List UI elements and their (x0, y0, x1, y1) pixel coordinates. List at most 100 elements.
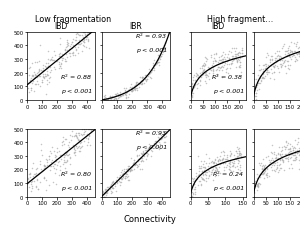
Point (144, 155, 149, 158)
Point (200, 71, 205, 74)
Point (43, 164, 47, 168)
Point (263, 173, 268, 176)
Point (137, 82, 142, 86)
Point (101, 189, 106, 193)
Point (236, 54, 241, 57)
Point (64, 53, 68, 56)
Point (58, 65, 63, 69)
Point (109, 99, 114, 102)
Point (262, 77, 267, 81)
Point (213, 60, 218, 64)
Point (190, 92, 195, 96)
Point (272, 63, 277, 67)
Point (103, 93, 108, 97)
Point (257, 182, 262, 185)
Point (226, 162, 231, 165)
Point (76, 134, 81, 137)
Point (106, 99, 111, 102)
Point (208, 54, 213, 58)
Point (288, 150, 292, 154)
Point (28, 76, 33, 80)
Point (189, 176, 194, 180)
Point (235, 155, 239, 159)
Point (41, 175, 46, 179)
Point (40, 81, 44, 84)
Point (36, 71, 41, 74)
Point (160, 48, 164, 52)
Point (106, 186, 111, 189)
Point (265, 166, 269, 170)
Point (288, 153, 292, 156)
Point (234, 57, 239, 61)
Point (38, 148, 43, 152)
Point (67, 157, 72, 160)
Point (207, 157, 212, 160)
Point (73, 46, 78, 50)
Point (231, 59, 236, 62)
Point (206, 174, 211, 178)
Point (292, 50, 296, 53)
Point (89, 127, 94, 131)
Point (255, 183, 260, 187)
Point (218, 159, 222, 162)
Point (228, 149, 233, 153)
Point (121, 92, 125, 95)
Point (278, 153, 282, 157)
Point (158, 133, 163, 137)
Point (86, 38, 91, 41)
Point (222, 165, 226, 169)
Point (81, 131, 86, 134)
Point (34, 172, 39, 175)
Point (133, 164, 138, 167)
Point (232, 50, 237, 53)
Point (209, 65, 214, 69)
Point (286, 45, 291, 49)
Point (88, 128, 93, 131)
Point (297, 151, 300, 154)
Point (214, 167, 218, 170)
Point (213, 69, 218, 72)
Point (277, 146, 281, 150)
Point (145, 149, 149, 153)
Point (298, 153, 300, 156)
Point (203, 80, 208, 84)
Point (226, 63, 231, 66)
Point (293, 58, 298, 61)
Point (39, 81, 44, 85)
Point (129, 90, 134, 94)
Point (83, 137, 88, 140)
Point (289, 156, 294, 160)
Point (275, 170, 280, 174)
Point (191, 86, 196, 90)
Point (122, 170, 127, 173)
Point (122, 168, 126, 171)
Point (116, 93, 121, 97)
Point (139, 77, 144, 81)
Point (111, 99, 116, 102)
Point (200, 177, 205, 181)
Point (118, 93, 122, 97)
Point (224, 63, 229, 66)
Point (158, 137, 163, 140)
Point (269, 151, 274, 154)
Point (260, 172, 264, 176)
Point (290, 145, 295, 148)
Point (258, 74, 263, 78)
Point (131, 158, 136, 162)
Point (260, 76, 265, 80)
Point (294, 45, 298, 48)
Point (85, 31, 90, 34)
Point (272, 151, 277, 154)
Point (126, 96, 130, 99)
Point (258, 176, 262, 179)
Point (233, 156, 238, 160)
Point (235, 60, 240, 64)
Point (44, 93, 48, 96)
Point (135, 82, 140, 86)
Point (129, 164, 134, 168)
Point (236, 167, 241, 171)
Point (140, 79, 145, 83)
Point (262, 169, 267, 173)
Point (86, 134, 91, 137)
Point (65, 150, 70, 154)
